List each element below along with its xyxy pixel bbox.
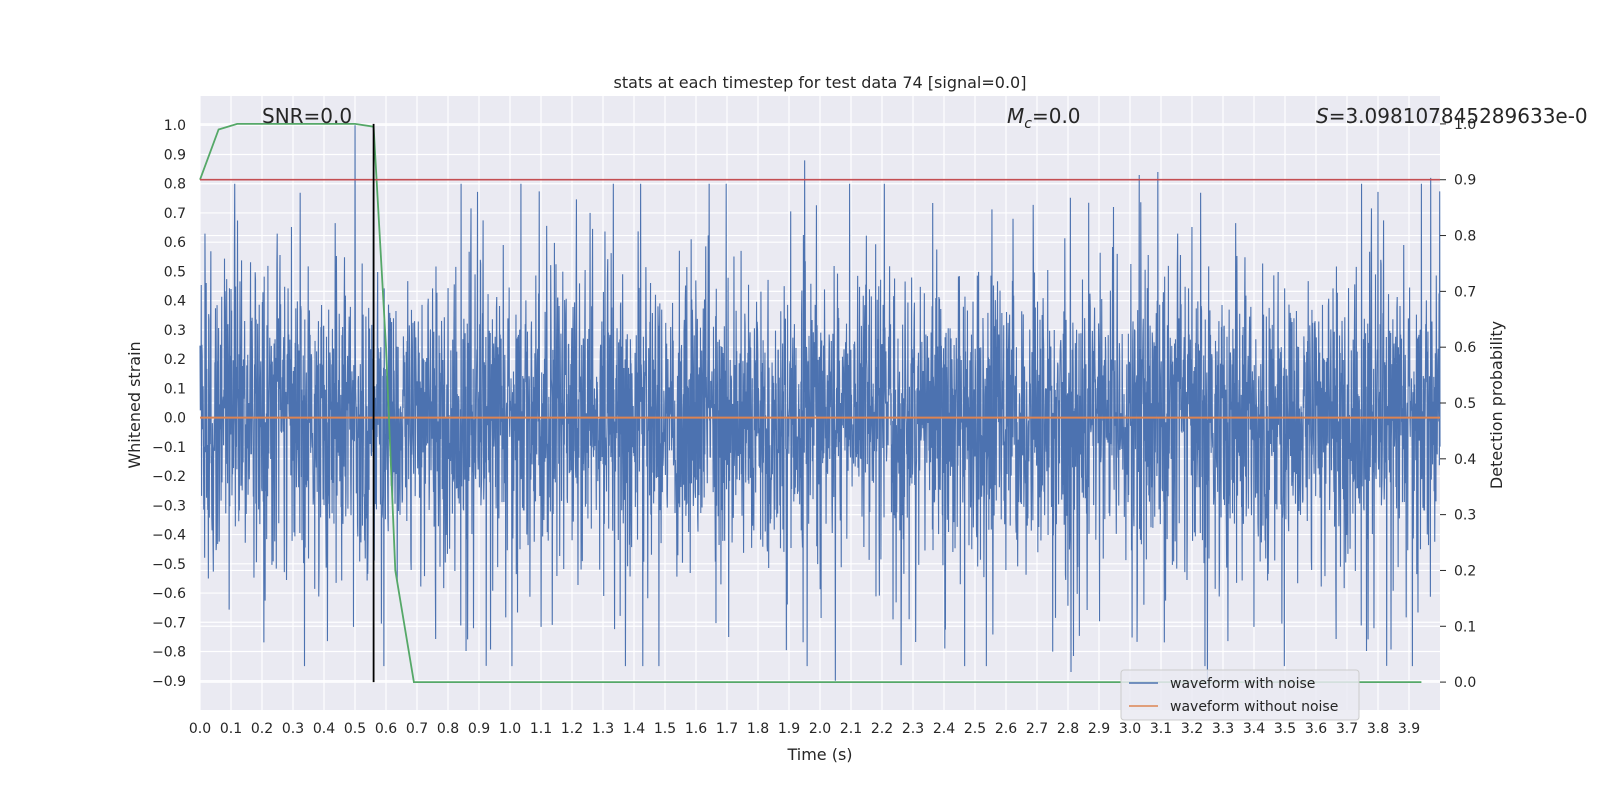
x-tick-label: 0.1	[220, 721, 242, 737]
x-tick-label: 2.4	[933, 721, 955, 737]
y-left-tick-label: −0.7	[152, 615, 186, 631]
x-tick-label: 2.7	[1026, 721, 1048, 737]
x-tick-label: 1.2	[561, 721, 583, 737]
chart-title: stats at each timestep for test data 74 …	[614, 73, 1027, 92]
y-left-tick-label: 0.1	[164, 381, 186, 397]
x-tick-label: 1.4	[623, 721, 645, 737]
x-tick-label: 0.8	[437, 721, 459, 737]
x-tick-label: 3.1	[1150, 721, 1172, 737]
x-tick-label: 1.5	[654, 721, 676, 737]
y-left-tick-label: −0.1	[152, 440, 186, 456]
y-left-tick-labels: 1.0 0.9 0.8 0.7 0.6 0.5 0.4 0.3 0.2 0.1 0.0 −0.1 −0.…	[152, 118, 186, 690]
y-right-tick-label: 0.7	[1454, 284, 1476, 300]
annotation-s-symbol: S	[1316, 104, 1329, 128]
x-tick-label: 0.2	[251, 721, 273, 737]
x-tick-label: 3.0	[1119, 721, 1141, 737]
y-left-tick-label: −0.9	[152, 674, 186, 690]
x-tick-label: 1.9	[778, 721, 800, 737]
x-tick-label: 0.9	[468, 721, 490, 737]
y-left-tick-label: 0.8	[164, 177, 186, 193]
y-left-tick-label: 1.0	[164, 118, 186, 134]
x-tick-label: 1.8	[747, 721, 769, 737]
y-right-tick-label: 0.0	[1454, 675, 1476, 691]
annotation-mc-value: =0.0	[1032, 104, 1081, 128]
legend: waveform with noise waveform without noi…	[1120, 669, 1360, 721]
y-left-tick-label: 0.0	[164, 411, 186, 427]
x-tick-label: 2.3	[902, 721, 924, 737]
waveform-with-noise-line	[199, 125, 1441, 681]
legend-box	[1120, 669, 1360, 721]
x-tick-label: 0.5	[344, 721, 366, 737]
y-left-tick-label: 0.3	[164, 323, 186, 339]
y-left-tick-label: 0.9	[164, 147, 186, 163]
y-right-tick-label: 0.4	[1454, 452, 1476, 468]
x-tick-label: 3.2	[1181, 721, 1203, 737]
x-tick-label: 0.4	[313, 721, 335, 737]
y-left-tick-label: −0.5	[152, 557, 186, 573]
series-waveform-with-noise	[199, 125, 1441, 681]
annotation-mc-symbol: M	[1007, 104, 1024, 128]
x-tick-label: 1.6	[685, 721, 707, 737]
y-left-tick-label: 0.7	[164, 206, 186, 222]
x-tick-label: 3.6	[1305, 721, 1327, 737]
x-tick-label: 0.3	[282, 721, 304, 737]
x-tick-label: 2.9	[1088, 721, 1110, 737]
legend-label-clean: waveform without noise	[1170, 699, 1338, 715]
x-tick-label: 0.7	[406, 721, 428, 737]
y-left-tick-label: −0.3	[152, 498, 186, 514]
y-right-tick-label: 0.1	[1454, 619, 1476, 635]
y-right-tick-label: 0.9	[1454, 173, 1476, 189]
x-tick-label: 2.5	[964, 721, 986, 737]
x-tick-label: 1.7	[716, 721, 738, 737]
annotation-s: S=3.098107845289633e-0	[1316, 104, 1588, 128]
x-axis-label: Time (s)	[786, 745, 852, 764]
y-left-tick-label: −0.4	[152, 528, 186, 544]
x-tick-label: 3.7	[1336, 721, 1358, 737]
annotation-mc: Mc=0.0	[1007, 104, 1081, 132]
y-right-tick-label: 0.5	[1454, 396, 1476, 412]
x-tick-label: 2.2	[871, 721, 893, 737]
y-left-tick-label: −0.8	[152, 645, 186, 661]
x-tick-label: 3.4	[1243, 721, 1265, 737]
x-tick-label: 2.8	[1057, 721, 1079, 737]
x-tick-label: 3.5	[1274, 721, 1296, 737]
y-left-tick-label: 0.2	[164, 352, 186, 368]
x-tick-label: 3.9	[1398, 721, 1420, 737]
y-right-tick-label: 0.8	[1454, 229, 1476, 245]
legend-label-noise: waveform with noise	[1170, 676, 1315, 692]
x-tick-label: 3.3	[1212, 721, 1234, 737]
y-axis-label-left: Whitened strain	[125, 341, 144, 468]
annotation-mc-subscript: c	[1024, 116, 1032, 132]
x-tick-label: 1.0	[499, 721, 521, 737]
y-left-tick-label: 0.4	[164, 294, 186, 310]
annotation-s-value: =3.098107845289633e-0	[1329, 104, 1588, 128]
x-tick-label: 0.0	[189, 721, 211, 737]
y-right-tick-label: 0.2	[1454, 563, 1476, 579]
x-tick-label: 2.6	[995, 721, 1017, 737]
x-tick-label: 1.3	[592, 721, 614, 737]
y-right-tick-labels: 1.0 0.9 0.8 0.7 0.6 0.5 0.4 0.3 0.2 0.1 0.0	[1440, 117, 1476, 691]
y-left-tick-label: 0.5	[164, 264, 186, 280]
y-right-tick-label: 0.3	[1454, 508, 1476, 524]
y-left-tick-label: −0.2	[152, 469, 186, 485]
x-tick-label: 1.1	[530, 721, 552, 737]
y-axis-label-right: Detection probability	[1487, 321, 1506, 489]
y-right-tick-label: 0.6	[1454, 340, 1476, 356]
y-right-tick-label: 1.0	[1454, 117, 1476, 133]
x-tick-label: 2.1	[840, 721, 862, 737]
x-tick-label: 0.6	[375, 721, 397, 737]
x-tick-label: 3.8	[1367, 721, 1389, 737]
x-tick-labels: 0.0 0.1 0.2 0.3 0.4 0.5 0.6 0.7 0.8 0.9 1.0 1.1 1.2 1…	[189, 721, 1420, 737]
y-left-tick-label: −0.6	[152, 586, 186, 602]
annotation-snr: SNR=0.0	[262, 104, 352, 128]
x-tick-label: 2.0	[809, 721, 831, 737]
y-left-tick-label: 0.6	[164, 235, 186, 251]
